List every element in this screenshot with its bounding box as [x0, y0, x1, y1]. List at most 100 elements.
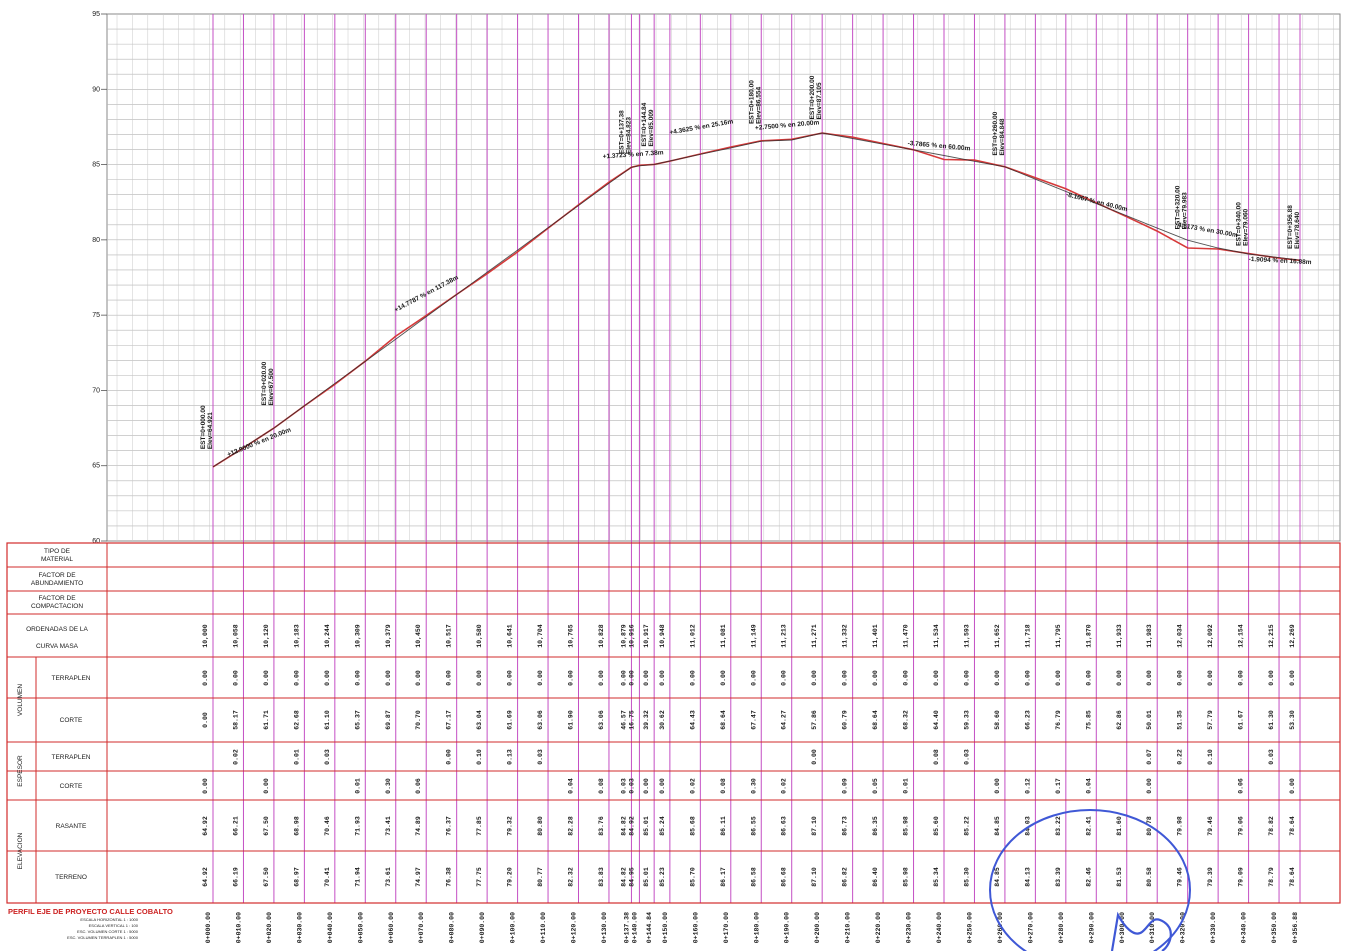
slope-label: +4.3625 % en 25.16m	[669, 118, 734, 136]
rasante-value: 86.63	[781, 816, 788, 836]
masa-value: 12,269	[1289, 624, 1296, 648]
stamp-circle	[989, 809, 1191, 951]
rasante-value: 74.89	[415, 816, 422, 836]
esp-terraplen-value: 0.08	[933, 749, 940, 765]
rasante-value: 84.92	[628, 816, 635, 836]
terreno-value: 73.61	[385, 867, 392, 887]
terreno-value: 86.68	[781, 867, 788, 887]
vol-terraplen-value: 0.00	[1177, 670, 1184, 686]
terreno-value: 67.50	[263, 867, 270, 887]
terreno-value: 81.53	[1116, 867, 1123, 887]
vol-terraplen-value: 0.00	[1146, 670, 1153, 686]
masa-value: 12,092	[1207, 624, 1214, 648]
station-est-text: EST=0+000.00	[200, 405, 207, 449]
esp-corte-value: 0.03	[620, 778, 627, 794]
esp-corte-value: 0.02	[689, 778, 696, 794]
vol-corte-value: 66.23	[1024, 710, 1031, 730]
station-label: 0+060.00	[388, 912, 395, 943]
vol-terraplen-value: 0.00	[620, 670, 627, 686]
vol-terraplen-value: 0.00	[963, 670, 970, 686]
masa-value: 10,000	[202, 624, 209, 648]
vol-corte-value: 64.40	[933, 710, 940, 730]
station-elev-label: EST=0+260.00 Elev=84.848	[992, 111, 1006, 155]
esp-terraplen-value: 0.13	[507, 749, 514, 765]
row-label-corte: CORTE	[60, 783, 83, 790]
esp-corte-value: 0.30	[750, 778, 757, 794]
terreno-value: 84.95	[628, 867, 635, 887]
terreno-value: 78.79	[1268, 867, 1275, 887]
rasante-value: 85.60	[933, 816, 940, 836]
masa-value: 10,379	[385, 624, 392, 648]
vol-terraplen-value: 0.00	[1085, 670, 1092, 686]
rasante-value: 82.28	[568, 816, 575, 836]
masa-value: 11,271	[811, 624, 818, 648]
terreno-value: 84.13	[1024, 867, 1031, 887]
vol-terraplen-value: 0.00	[1207, 670, 1214, 686]
vol-terraplen-value: 0.00	[568, 670, 575, 686]
terreno-value: 78.64	[1289, 867, 1296, 887]
esp-corte-value: 0.00	[994, 778, 1001, 794]
station-est-text: EST=0+144.84	[641, 102, 648, 146]
terreno-value: 64.92	[202, 867, 209, 887]
rasante-value: 87.10	[811, 816, 818, 836]
esp-corte-value: 0.09	[842, 778, 849, 794]
terreno-value: 70.41	[324, 867, 331, 887]
rasante-value: 82.41	[1085, 816, 1092, 836]
station-elev-text: Elev=64.921	[207, 412, 214, 449]
station-label: 0+220.00	[875, 912, 882, 943]
esp-corte-value: 0.00	[659, 778, 666, 794]
vol-corte-value: 63.06	[537, 710, 544, 730]
vol-terraplen-value: 0.00	[933, 670, 940, 686]
masa-value: 11,795	[1055, 624, 1062, 648]
vol-corte-value: 76.79	[1055, 710, 1062, 730]
station-label: 0+320.00	[1180, 912, 1187, 943]
drawing-footer: 0+000.00 0+010.00 0+020.00 0+030.00 0+040.00…	[8, 809, 1299, 951]
vol-terraplen-value: 0.00	[628, 670, 635, 686]
masa-value: 11,332	[842, 624, 849, 648]
vol-terraplen-value: 0.00	[385, 670, 392, 686]
rasante-value: 86.35	[872, 816, 879, 836]
vol-corte-value: 58.60	[994, 710, 1001, 730]
station-elev-text: Elev=79.060	[1243, 208, 1250, 245]
terreno-value: 86.58	[750, 867, 757, 887]
masa-value: 10,704	[537, 624, 544, 648]
station-label: 0+000.00	[205, 912, 212, 943]
vol-terraplen-value: 0.00	[354, 670, 361, 686]
station-label: 0+330.00	[1210, 912, 1217, 943]
terreno-value: 86.17	[720, 867, 727, 887]
elevation-tick-label: 95	[92, 11, 100, 18]
row-label-compactacion: COMPACTACION	[31, 603, 83, 610]
vol-corte-value: 63.06	[598, 710, 605, 730]
vol-terraplen-value: 0.00	[994, 670, 1001, 686]
esp-terraplen-value: 0.03	[537, 749, 544, 765]
terreno-value: 85.98	[903, 867, 910, 887]
group-label-volumen: VOLUMEN	[17, 684, 24, 716]
esp-terraplen-value: 0.01	[293, 749, 300, 765]
station-label: 0+260.00	[997, 912, 1004, 943]
profile-grid	[106, 13, 1341, 903]
vol-corte-value: 61.67	[1238, 710, 1245, 730]
station-label: 0+250.00	[966, 912, 973, 943]
masa-value: 11,983	[1146, 624, 1153, 648]
station-elev-label: EST=0+144.84 Elev=85.009	[641, 102, 655, 146]
rasante-value: 85.24	[659, 816, 666, 836]
station-label: 0+070.00	[418, 912, 425, 943]
station-elev-text: Elev=84.823	[625, 117, 632, 154]
station-label: 0+160.00	[692, 912, 699, 943]
masa-value: 10,244	[324, 624, 331, 648]
station-elev-label: EST=0+180.00 Elev=86.554	[748, 80, 762, 124]
vol-corte-value: 60.79	[842, 710, 849, 730]
terreno-value: 79.39	[1207, 867, 1214, 887]
esp-corte-value: 0.01	[903, 778, 910, 794]
rasante-value: 84.03	[1024, 816, 1031, 836]
rasante-value: 64.92	[202, 816, 209, 836]
slope-label: -1.9094 % en 16.88m	[1248, 256, 1311, 266]
vol-terraplen-value: 0.00	[720, 670, 727, 686]
masa-value: 10,120	[263, 624, 270, 648]
elevation-tick-label: 80	[92, 237, 100, 244]
rasante-value: 84.82	[620, 816, 627, 836]
terreno-value: 71.94	[354, 867, 361, 887]
vol-terraplen-value: 0.00	[1055, 670, 1062, 686]
scale-note: ESC. VOLUMEN TERRAPLEN 1 : 5000	[67, 935, 139, 940]
vol-corte-value: 53.30	[1289, 710, 1296, 730]
